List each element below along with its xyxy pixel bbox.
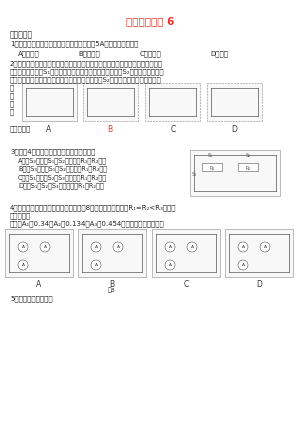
Circle shape [260,242,270,252]
Bar [152,229,220,277]
Bar [83,83,138,121]
Circle shape [91,242,101,252]
Text: A．当S₃断开、S₁、S₂闭合时，R₁和R₂并联: A．当S₃断开、S₁、S₂闭合时，R₁和R₂并联 [18,157,107,164]
Bar [5,229,73,277]
Text: C: C [170,125,175,134]
Text: C: C [183,280,189,289]
Text: 最合理的是: 最合理的是 [10,125,31,131]
Circle shape [165,242,175,252]
Text: 路: 路 [10,84,14,91]
Text: D．空调: D．空调 [210,50,228,57]
Text: S₂: S₂ [245,153,250,158]
Text: 图8: 图8 [108,287,116,293]
Text: 图: 图 [10,92,14,99]
Circle shape [113,242,123,252]
Text: 5、下列电路正确的是: 5、下列电路正确的是 [10,295,52,301]
Text: 4．在探究电路的电流规律实验时用了图8中的某个电路，已知R₁=R₂<R₃，电流: 4．在探究电路的电流规律实验时用了图8中的某个电路，已知R₁=R₂<R₃，电流 [10,204,176,211]
Bar [207,83,262,121]
Bar [22,83,77,121]
Bar [145,83,200,121]
Text: A: A [94,245,98,249]
Text: A: A [263,245,266,249]
Text: R₁: R₁ [209,167,214,171]
Circle shape [238,242,248,252]
Bar [190,150,280,196]
Bar [225,229,293,277]
Text: S₃: S₃ [192,173,197,178]
Text: 3．如图4所示的电路中，下列说法正确的是: 3．如图4所示的电路中，下列说法正确的是 [10,148,95,155]
Circle shape [187,242,197,252]
Text: 表的读数分: 表的读数分 [10,212,31,219]
Circle shape [40,242,50,252]
Text: B．白炽灯: B．白炽灯 [78,50,100,57]
Text: A: A [242,263,244,268]
Text: A: A [46,125,52,134]
Text: 计: 计 [10,108,14,114]
Text: 指示灯持亮起，为系上安全带时，安全带控制开关S₂闭合，指示灯熄灭，下列电: 指示灯持亮起，为系上安全带时，安全带控制开关S₂闭合，指示灯熄灭，下列电 [10,76,162,83]
Text: A: A [169,245,172,249]
Text: 设: 设 [10,100,14,106]
Text: 周周清考试题 6: 周周清考试题 6 [126,16,174,26]
Text: B: B [107,125,112,134]
Text: 1．家用电器正常工作时，通过的电流大约为5A，该用电器可能是: 1．家用电器正常工作时，通过的电流大约为5A，该用电器可能是 [10,40,138,47]
Text: A: A [22,263,25,268]
Text: A: A [94,263,98,268]
Bar [78,229,146,277]
Text: A: A [44,245,46,249]
Text: A: A [36,280,42,289]
Text: A: A [190,245,194,249]
Text: 2．为保证司乘人员的安全，轿车上装有安全带未系提示系统，当乘客坐在座椅上: 2．为保证司乘人员的安全，轿车上装有安全带未系提示系统，当乘客坐在座椅上 [10,60,163,67]
Text: B．当S₃闭合、S₁、S₂断开时，R₁和R₂并联: B．当S₃闭合、S₁、S₂断开时，R₁和R₂并联 [18,165,107,172]
Circle shape [18,260,28,270]
Circle shape [18,242,28,252]
Text: C．当S₁断开、S₂、S₃闭合时，R₁和R₂串联: C．当S₁断开、S₂、S₃闭合时，R₁和R₂串联 [18,174,107,181]
Text: A: A [242,245,244,249]
Circle shape [238,260,248,270]
Text: 别是：A₁为0.34、A₂为0.134、A₃为0.454，测量时的电路图应是: 别是：A₁为0.34、A₂为0.134、A₃为0.454，测量时的电路图应是 [10,220,165,226]
Text: R₂: R₂ [245,167,250,171]
Text: A: A [116,245,119,249]
Text: A: A [169,263,172,268]
Text: A: A [22,245,25,249]
Text: D: D [256,280,262,289]
Text: D: D [231,125,237,134]
Text: C．洗衣机: C．洗衣机 [140,50,162,57]
Text: B: B [110,280,115,289]
Circle shape [91,260,101,270]
Bar [238,163,258,171]
Bar [202,163,222,171]
Text: 时，座椅下的开关S₁闭合，若未系安全带（安全带控制开关S₂断开）仪表盘上的: 时，座椅下的开关S₁闭合，若未系安全带（安全带控制开关S₂断开）仪表盘上的 [10,68,165,75]
Text: A．电视机: A．电视机 [18,50,40,57]
Text: D．当S₁、S₂、S₃都闭合时，R₁和R₂串联: D．当S₁、S₂、S₃都闭合时，R₁和R₂串联 [18,182,104,189]
Text: S₁: S₁ [208,153,212,158]
Circle shape [165,260,175,270]
Text: 一、选择题: 一、选择题 [10,30,33,39]
